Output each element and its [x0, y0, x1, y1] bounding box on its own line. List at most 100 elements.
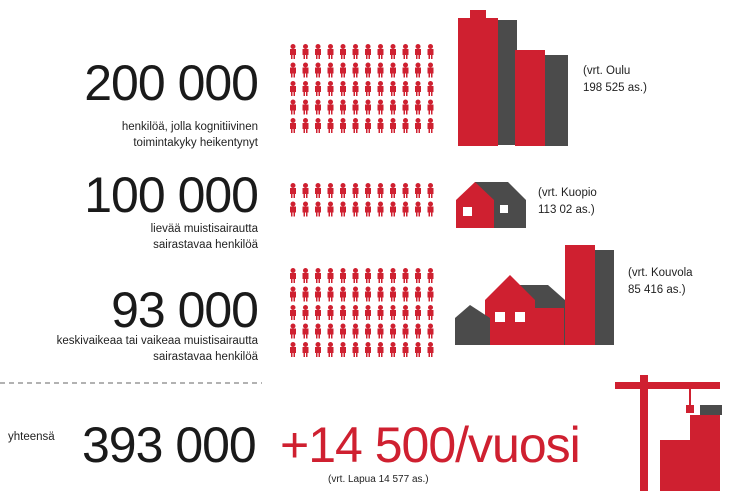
person-icon — [340, 81, 346, 96]
person-icon — [302, 201, 309, 217]
person-icon — [390, 342, 396, 357]
person-icon — [302, 81, 309, 96]
person-icon — [315, 268, 321, 283]
person-icon — [377, 118, 384, 133]
row-comparison: (vrt. Oulu — [583, 65, 630, 77]
person-icon — [402, 62, 409, 78]
person-icon — [340, 286, 346, 302]
person-icon — [427, 305, 434, 320]
person-icon — [427, 183, 434, 198]
person-icon — [402, 183, 409, 198]
person-icon — [352, 183, 359, 198]
row-comparison: 113 02 as.) — [538, 204, 595, 216]
person-icon — [365, 342, 371, 357]
person-icon — [402, 286, 409, 302]
person-icon — [427, 81, 434, 96]
person-icon — [402, 99, 409, 115]
person-icon — [377, 183, 384, 198]
person-icon — [302, 305, 309, 320]
person-icon — [427, 268, 434, 283]
row-comparison: (vrt. Kouvola — [628, 267, 693, 279]
person-icon — [415, 44, 421, 59]
person-icon — [340, 183, 346, 198]
person-icon — [427, 99, 434, 115]
person-icon — [315, 201, 321, 217]
person-icon — [327, 99, 334, 115]
person-icon — [340, 118, 346, 133]
person-icon — [402, 118, 409, 133]
person-icon — [290, 81, 296, 96]
houses-icon — [455, 245, 614, 345]
person-icon — [290, 183, 296, 198]
person-icon — [352, 323, 359, 339]
row-comparison: (vrt. Kuopio — [538, 187, 597, 199]
person-icon — [377, 81, 384, 96]
person-icon — [402, 81, 409, 96]
person-icon — [365, 99, 371, 115]
person-icon — [415, 183, 421, 198]
person-icon — [315, 118, 321, 133]
person-icon — [315, 183, 321, 198]
person-icon — [365, 81, 371, 96]
person-icon — [390, 44, 396, 59]
person-icon — [340, 305, 346, 320]
person-icon — [340, 268, 346, 283]
person-icon — [427, 342, 434, 357]
person-icon — [427, 62, 434, 78]
person-icon — [402, 201, 409, 217]
person-icon — [302, 268, 309, 283]
person-icon — [352, 118, 359, 133]
person-icon — [327, 183, 334, 198]
total-number: 393 000 — [82, 417, 256, 473]
person-icon — [377, 62, 384, 78]
person-icon — [302, 342, 309, 357]
person-icon — [402, 268, 409, 283]
person-icon — [340, 44, 346, 59]
person-icon — [415, 323, 421, 339]
person-icon — [402, 342, 409, 357]
person-icon — [315, 81, 321, 96]
person-icon — [377, 342, 384, 357]
person-icon — [365, 201, 371, 217]
person-icon — [352, 305, 359, 320]
person-icon — [290, 286, 296, 302]
person-icon — [352, 286, 359, 302]
person-icon — [390, 268, 396, 283]
person-icon — [390, 62, 396, 78]
person-icon — [390, 99, 396, 115]
person-icon — [427, 44, 434, 59]
person-icon — [327, 286, 334, 302]
total-label: yhteensä — [8, 431, 55, 443]
person-icon — [302, 323, 309, 339]
person-icon — [290, 44, 296, 59]
person-icon — [352, 268, 359, 283]
person-icon — [315, 286, 321, 302]
person-icon — [377, 305, 384, 320]
person-icon — [302, 62, 309, 78]
person-icon — [365, 323, 371, 339]
person-icon — [365, 183, 371, 198]
person-icon — [415, 62, 421, 78]
row-comparison: 85 416 as.) — [628, 284, 686, 296]
person-icon — [415, 268, 421, 283]
person-icon — [340, 62, 346, 78]
person-icon — [290, 62, 296, 78]
person-icon — [315, 323, 321, 339]
person-icon — [390, 323, 396, 339]
person-icon — [340, 201, 346, 217]
person-icon — [415, 81, 421, 96]
person-icon — [302, 99, 309, 115]
crane-icon — [615, 375, 722, 491]
row-description: lievää muistisairautta — [151, 223, 259, 235]
person-icon — [315, 305, 321, 320]
row-number: 93 000 — [111, 282, 258, 338]
person-icon — [315, 62, 321, 78]
person-icon — [327, 323, 334, 339]
person-icon — [352, 81, 359, 96]
person-icon — [352, 201, 359, 217]
person-icon — [327, 305, 334, 320]
person-icon — [415, 201, 421, 217]
person-icon — [290, 323, 296, 339]
person-icon — [427, 286, 434, 302]
person-icon — [315, 99, 321, 115]
